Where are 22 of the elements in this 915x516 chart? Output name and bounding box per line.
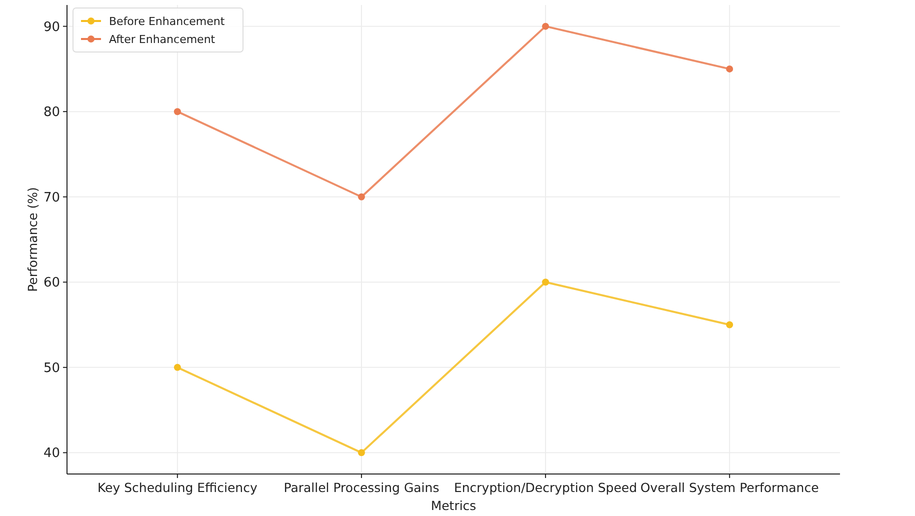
y-axis-title: Performance (%) (25, 187, 40, 292)
point (174, 108, 181, 116)
x-tick-label: Key Scheduling Efficiency (97, 480, 258, 495)
y-tick-label: 70 (43, 190, 60, 206)
point (358, 193, 365, 200)
y-tick-label: 60 (43, 276, 60, 291)
y-tick-label: 40 (43, 446, 60, 462)
legend-label: After Enhancement (109, 32, 216, 46)
x-tick-label: Encryption/Decryption Speed (454, 480, 638, 495)
x-tick-label: Parallel Processing Gains (284, 480, 440, 495)
point (726, 65, 734, 72)
point (726, 321, 734, 328)
point (542, 22, 550, 30)
y-tick-label: 80 (43, 105, 60, 120)
y-tick-label: 50 (43, 360, 60, 376)
point (358, 449, 365, 456)
point (174, 364, 181, 371)
legend-label: Before Enhancement (109, 14, 226, 28)
x-tick-label: Overall System Performance (640, 480, 820, 495)
x-axis-title: Metrics (430, 498, 476, 513)
point (542, 278, 550, 286)
y-tick-label: 90 (43, 20, 60, 35)
